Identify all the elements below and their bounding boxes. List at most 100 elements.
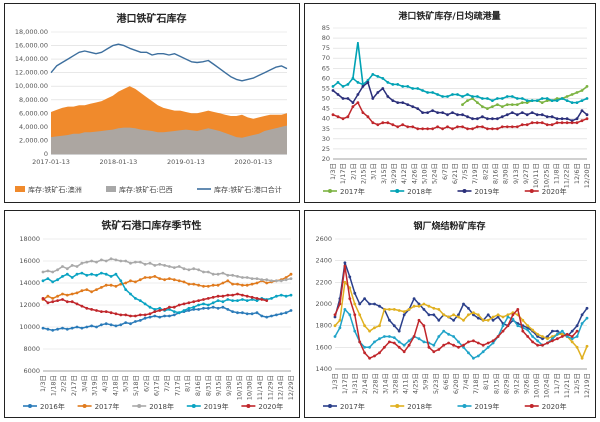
x-tick-label: 7/17日 — [173, 375, 181, 396]
data-point — [411, 125, 415, 129]
y-tick-label: 8000 — [23, 345, 40, 353]
data-point — [555, 117, 559, 121]
data-point — [104, 283, 108, 287]
data-point — [245, 299, 249, 302]
data-point — [353, 313, 357, 317]
data-point — [491, 127, 494, 131]
legend-label: 2018年 — [407, 187, 432, 196]
data-point — [41, 297, 45, 300]
data-point — [436, 93, 439, 96]
data-point — [363, 297, 366, 300]
data-point — [289, 272, 293, 276]
data-point — [187, 309, 191, 312]
data-point — [426, 111, 429, 114]
data-point — [486, 341, 490, 345]
data-point — [461, 125, 464, 129]
data-point — [245, 283, 249, 287]
x-tick-label: 7/2日 — [163, 375, 171, 392]
data-point — [336, 81, 340, 84]
y-tick-label: 30 — [322, 135, 330, 143]
legend-marker — [82, 404, 87, 408]
x-tick-label: 8/31日 — [204, 375, 212, 396]
data-point — [206, 270, 210, 274]
data-point — [411, 105, 415, 108]
data-point — [95, 309, 98, 312]
data-point — [70, 276, 74, 279]
data-point — [467, 313, 470, 317]
data-point — [396, 101, 400, 104]
data-point — [486, 127, 489, 131]
data-point — [432, 313, 436, 317]
data-point — [500, 105, 504, 108]
data-point — [138, 319, 142, 322]
data-point — [250, 295, 254, 299]
data-point — [501, 324, 505, 328]
data-point — [46, 277, 50, 280]
x-tick-label: 11/14日 — [256, 375, 264, 400]
data-point — [555, 99, 559, 102]
data-point — [343, 264, 347, 268]
data-point — [331, 89, 335, 92]
data-point — [56, 294, 59, 298]
data-point — [221, 294, 225, 298]
data-point — [80, 304, 84, 308]
data-point — [226, 279, 230, 283]
data-point — [163, 308, 167, 311]
data-point — [570, 337, 574, 341]
y-tick-label: 2200 — [315, 278, 332, 286]
data-point — [452, 343, 455, 347]
data-point — [426, 127, 429, 131]
data-point — [491, 339, 495, 343]
x-tick-label: 1/3日 — [39, 375, 47, 392]
data-point — [172, 266, 176, 269]
data-point — [476, 95, 479, 98]
data-point — [275, 294, 278, 298]
data-point — [356, 93, 360, 96]
data-point — [279, 293, 283, 297]
data-point — [41, 279, 45, 283]
data-point — [540, 113, 544, 117]
x-tick-label: 9/15日 — [215, 375, 223, 396]
x-tick-label: 9/13日 — [512, 163, 520, 184]
data-point — [236, 292, 239, 296]
data-point — [388, 335, 391, 338]
data-point — [462, 345, 465, 349]
data-point — [75, 291, 79, 295]
data-point — [90, 290, 93, 294]
data-point — [289, 309, 293, 312]
data-point — [486, 107, 489, 110]
data-point — [585, 117, 589, 121]
data-point — [158, 277, 162, 280]
data-point — [331, 85, 335, 88]
data-point — [371, 121, 375, 125]
series-line-1 — [334, 281, 588, 359]
data-point — [353, 329, 357, 333]
data-point — [245, 312, 249, 316]
data-point — [109, 257, 113, 261]
data-point — [526, 335, 530, 338]
data-point — [75, 325, 79, 329]
data-point — [206, 306, 210, 310]
data-point — [442, 329, 446, 333]
data-point — [371, 97, 375, 100]
data-point — [41, 326, 45, 330]
data-point — [510, 95, 514, 98]
data-point — [565, 121, 569, 125]
legend-marker — [529, 404, 534, 408]
data-point — [255, 281, 259, 285]
data-point — [467, 351, 470, 355]
data-point — [51, 328, 55, 332]
data-point — [422, 302, 426, 306]
x-tick-label: 9/27日 — [522, 163, 530, 184]
data-point — [192, 267, 196, 271]
data-point — [417, 304, 421, 308]
data-point — [168, 308, 171, 311]
data-point — [481, 125, 484, 129]
data-point — [570, 93, 574, 96]
data-point — [148, 276, 152, 279]
data-point — [462, 318, 465, 322]
data-point — [289, 293, 293, 297]
data-point — [284, 311, 288, 315]
x-tick-label: 6/20日 — [452, 373, 460, 394]
data-point — [427, 313, 431, 317]
